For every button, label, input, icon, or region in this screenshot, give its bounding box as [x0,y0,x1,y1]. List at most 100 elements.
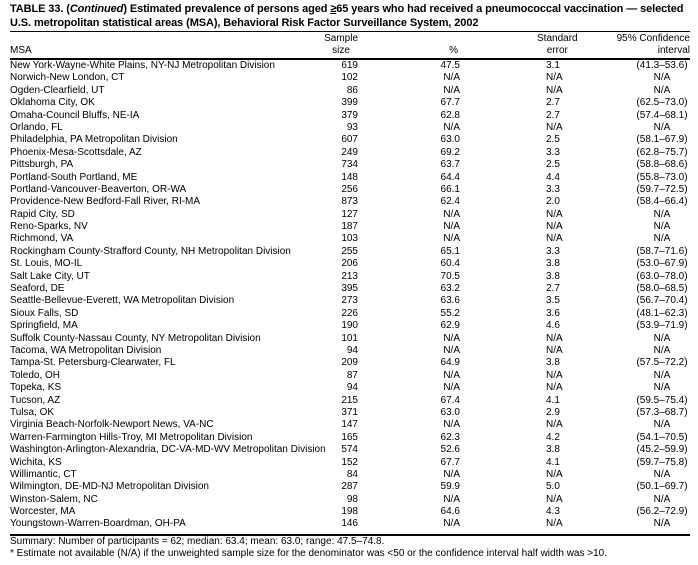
table-row: Oklahoma City, OK 399 67.7 2.7 (62.5–73.0) [10,97,690,109]
footnote: * Estimate not available (N/A) if the un… [10,548,607,559]
standard-error-cell: N/A [546,369,563,381]
sample-size-cell: 165 [341,431,358,443]
sample-size-cell: 249 [341,146,358,158]
percent-cell: 66.1 [440,183,460,195]
standard-error-cell: 4.2 [546,431,560,443]
standard-error-cell: N/A [546,419,563,431]
percent-cell: 64.4 [440,171,460,183]
standard-error-cell: 4.1 [546,456,560,468]
table-row: Portland-South Portland, ME 148 64.4 4.4 (55… [10,172,690,184]
msa-cell: Tulsa, OK [10,406,55,418]
table-row: Omaha-Council Bluffs, NE-IA 379 62.8 2.7 (57… [10,110,690,122]
table-title: TABLE 33. (Continued) Estimated prevalen… [10,3,684,29]
table-row: Suffolk County-Nassau County, NY Metropo… [10,333,690,345]
msa-cell: Virginia Beach-Norfolk-Newport News, VA-… [10,419,214,431]
confidence-interval-cell: N/A [653,419,671,431]
sample-size-cell: 619 [341,60,358,71]
confidence-interval-cell: (57.5–72.2) [636,357,688,369]
confidence-interval-cell: (53.9–71.9) [636,320,688,332]
divider [10,534,690,536]
table-row: Richmond, VA 103 N/A N/A N/A [10,233,690,245]
confidence-interval-cell: N/A [653,369,671,381]
confidence-interval-cell: N/A [653,121,671,133]
msa-cell: Youngstown-Warren-Boardman, OH-PA [10,518,186,530]
standard-error-cell: 4.1 [546,394,560,406]
standard-error-cell: N/A [546,84,563,96]
standard-error-cell: N/A [546,72,563,84]
table-row: New York-Wayne-White Plains, NY-NJ Metro… [10,60,690,72]
table-row: Tampa-St. Petersburg-Clearwater, FL 209 64… [10,357,690,369]
table-row: Rapid City, SD 127 N/A N/A N/A [10,209,690,221]
confidence-interval-cell: (58.7–71.6) [636,245,688,257]
header-percent: % [449,45,458,56]
sample-size-cell: 215 [341,394,358,406]
confidence-interval-cell: (54.1–70.5) [636,431,688,443]
sample-size-cell: 94 [346,382,358,394]
table-row: St. Louis, MO-IL 206 60.4 3.8 (53.0–67.9) [10,258,690,270]
msa-cell: Omaha-Council Bluffs, NE-IA [10,109,140,121]
msa-cell: St. Louis, MO-IL [10,258,83,270]
confidence-interval-cell: N/A [653,382,671,394]
percent-cell: 47.5 [440,60,460,71]
table-row: Tulsa, OK 371 63.0 2.9 (57.3–68.7) [10,407,690,419]
confidence-interval-cell: (57.4–68.1) [636,109,688,121]
table-row: Youngstown-Warren-Boardman, OH-PA 146 N/A N… [10,518,690,530]
standard-error-cell: N/A [546,468,563,480]
percent-cell: 63.7 [440,159,460,171]
msa-cell: Seattle-Bellevue-Everett, WA Metropolita… [10,295,235,307]
msa-cell: New York-Wayne-White Plains, NY-NJ Metro… [10,60,275,71]
header-sample-size: Sample size [324,33,358,56]
msa-cell: Providence-New Bedford-Fall River, RI-MA [10,196,201,208]
sample-size-cell: 86 [346,84,358,96]
sample-size-cell: 379 [341,109,358,121]
table-row: Washington-Arlington-Alexandria, DC-VA-M… [10,444,690,456]
percent-cell: 64.6 [440,506,460,518]
table-row: Norwich-New London, CT 102 N/A N/A N/A [10,72,690,84]
header-confidence-interval: 95% Confidence interval [616,33,690,56]
percent-cell: 62.9 [440,320,460,332]
sample-size-cell: 152 [341,456,358,468]
sample-size-cell: 226 [341,307,358,319]
sample-size-cell: 187 [341,221,358,233]
percent-cell: N/A [443,344,460,356]
msa-cell: Salt Lake City, UT [10,270,90,282]
confidence-interval-cell: N/A [653,493,671,505]
table-row: Wichita, KS 152 67.7 4.1 (59.7–75.8) [10,457,690,469]
standard-error-cell: N/A [546,121,563,133]
sample-size-cell: 287 [341,481,358,493]
divider [10,31,690,32]
standard-error-cell: 2.7 [546,109,560,121]
standard-error-cell: 3.3 [546,183,560,195]
sample-size-cell: 148 [341,171,358,183]
percent-cell: 55.2 [440,307,460,319]
table-row: Topeka, KS 94 N/A N/A N/A [10,382,690,394]
percent-cell: N/A [443,382,460,394]
msa-cell: Orlando, FL [10,121,63,133]
standard-error-cell: 3.8 [546,444,560,456]
msa-cell: Norwich-New London, CT [10,72,125,84]
table-row: Virginia Beach-Norfolk-Newport News, VA-… [10,419,690,431]
confidence-interval-cell: (58.8–68.6) [636,159,688,171]
sample-size-cell: 574 [341,444,358,456]
percent-cell: 62.3 [440,431,460,443]
standard-error-cell: 3.3 [546,245,560,257]
table-row: Toledo, OH 87 N/A N/A N/A [10,370,690,382]
sample-size-cell: 94 [346,344,358,356]
msa-cell: Pittsburgh, PA [10,159,74,171]
table-row: Portland-Vancouver-Beaverton, OR-WA 256 66… [10,184,690,196]
table-row: Reno-Sparks, NV 187 N/A N/A N/A [10,221,690,233]
table-row: Wilmington, DE-MD-NJ Metropolitan Divisi… [10,481,690,493]
header-msa: MSA [10,45,32,56]
sample-size-cell: 98 [346,493,358,505]
msa-cell: Portland-South Portland, ME [10,171,138,183]
sample-size-cell: 146 [341,518,358,530]
msa-cell: Phoenix-Mesa-Scottsdale, AZ [10,146,142,158]
table-row: Phoenix-Mesa-Scottsdale, AZ 249 69.2 3.3 (62… [10,147,690,159]
confidence-interval-cell: (63.0–78.0) [636,270,688,282]
sample-size-cell: 206 [341,258,358,270]
sample-size-cell: 395 [341,283,358,295]
confidence-interval-cell: N/A [653,72,671,84]
table-row: Warren-Farmington Hills-Troy, MI Metropo… [10,432,690,444]
msa-cell: Tampa-St. Petersburg-Clearwater, FL [10,357,176,369]
summary: Summary: Number of participants = 62; me… [10,536,385,547]
